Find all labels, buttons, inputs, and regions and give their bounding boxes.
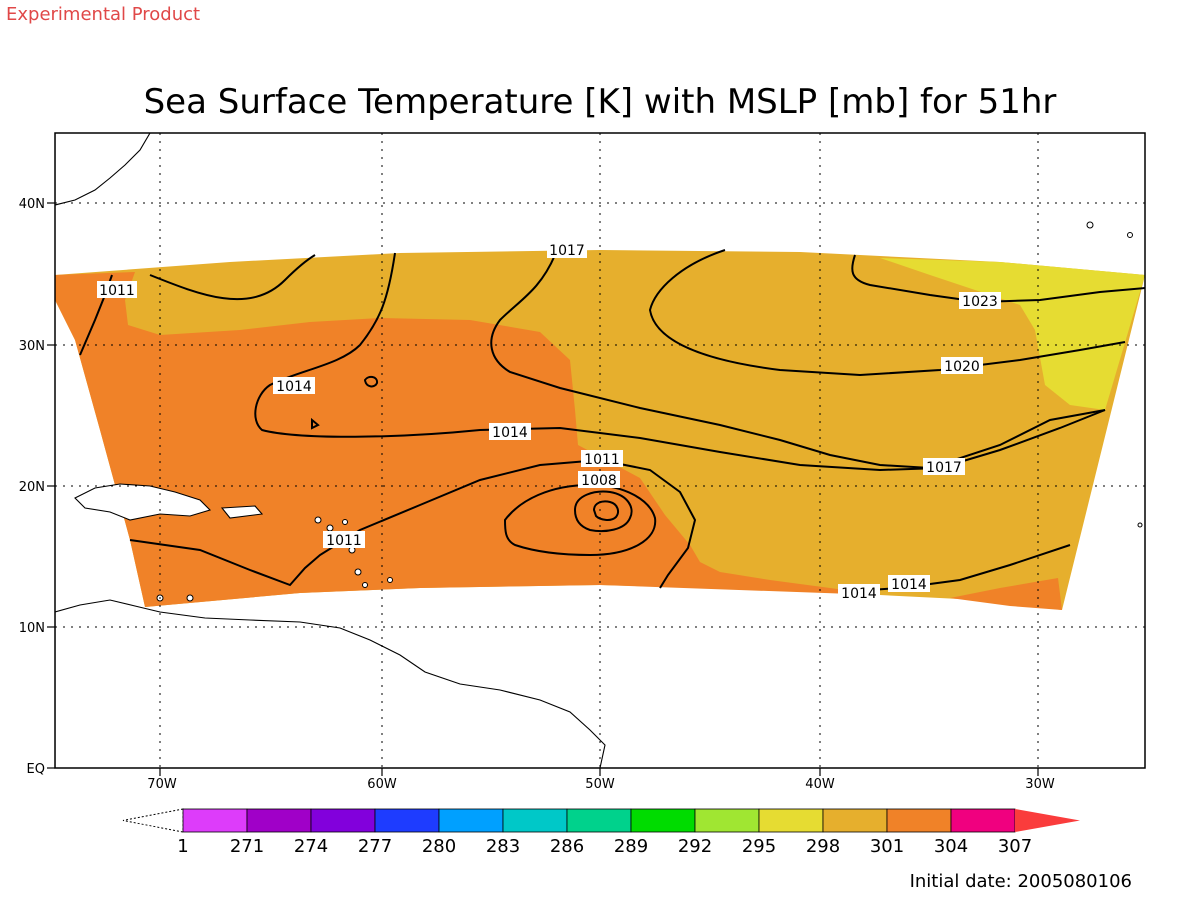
colorbar-over-arrow	[1015, 809, 1080, 832]
initial-date: Initial date: 2005080106	[910, 871, 1132, 892]
lat-label: 30N	[19, 339, 45, 354]
colorbar-tick-label: 304	[934, 836, 968, 857]
isobar-label: 1008	[581, 473, 617, 489]
colorbar-swatch	[822, 808, 888, 833]
isobar-label: 1011	[584, 452, 620, 468]
colorbar-swatch	[566, 808, 632, 833]
colorbar-swatch	[182, 808, 248, 833]
colorbar-tick-label: 1	[177, 836, 188, 857]
colorbar-swatch	[502, 808, 568, 833]
lon-label: 50W	[585, 777, 615, 792]
lon-label: 40W	[805, 777, 835, 792]
colorbar-swatch	[758, 808, 824, 833]
isobar-labels: 1011 1017 1023 1014 1020 1014 1011 1008 …	[97, 241, 1001, 602]
isobar-label: 1017	[926, 460, 962, 476]
product-label: Experimental Product	[6, 4, 200, 25]
colorbar-tick-label: 280	[422, 836, 456, 857]
sst-304-region	[55, 272, 880, 607]
colorbar-swatch	[374, 808, 440, 833]
isobar-1014-north	[254, 252, 1106, 472]
colorbar-swatch	[310, 808, 376, 833]
colorbar-tick-label: 277	[358, 836, 392, 857]
sst-298-region	[880, 258, 1145, 410]
lat-label: EQ	[27, 762, 45, 777]
map-panel	[55, 133, 1145, 768]
isobar-label: 1014	[276, 379, 312, 395]
isobar-label: 1017	[549, 243, 585, 259]
longitude-labels: 70W 60W 50W 40W 30W	[147, 777, 1055, 792]
colorbar-tick-label: 271	[230, 836, 264, 857]
colorbar: 1 271 274 277 280 283 286 289 292 295 298 301 304 307	[122, 808, 1080, 857]
isobar-label: 1014	[492, 425, 528, 441]
colorbar-tick-label: 301	[870, 836, 904, 857]
lat-label: 10N	[19, 621, 45, 636]
isobar-label: 1020	[944, 359, 980, 375]
isobar-label: 1014	[891, 577, 927, 593]
isobar-label: 1011	[326, 533, 362, 549]
colorbar-swatch	[886, 808, 952, 833]
colorbar-swatch	[630, 808, 696, 833]
colorbar-tick-label: 295	[742, 836, 776, 857]
isobar-1023	[851, 254, 1145, 304]
isobar-label: 1011	[99, 283, 135, 299]
mslp-isobars	[79, 249, 1145, 591]
latitude-labels: 40N 30N 20N 10N EQ	[19, 197, 45, 777]
north-america-coast	[55, 133, 151, 206]
isobar-label: 1023	[962, 294, 998, 310]
colorbar-tick-label: 307	[998, 836, 1032, 857]
isobar-1017-north	[149, 254, 316, 301]
south-america-coast	[55, 599, 606, 768]
sst-304-patch-se	[950, 578, 1062, 610]
axis-ticks	[47, 202, 1039, 776]
lon-label: 70W	[147, 777, 177, 792]
isobar-1014-west-cell	[311, 375, 379, 430]
isobar-1011-low	[129, 458, 697, 589]
map-title: Sea Surface Temperature [K] with MSLP [m…	[144, 82, 1057, 122]
isobar-label: 1014	[841, 586, 877, 602]
coastlines	[55, 133, 606, 768]
lat-label: 40N	[19, 197, 45, 212]
greater-antilles	[74, 483, 212, 521]
colorbar-tick-label: 283	[486, 836, 520, 857]
colorbar-swatch	[950, 808, 1016, 833]
isobar-1005	[573, 490, 633, 533]
colorbar-swatch	[246, 808, 312, 833]
isobar-1017-central	[490, 254, 1106, 470]
isobar-1020	[648, 249, 1126, 377]
colorbar-under-arrow	[122, 808, 184, 833]
colorbar-tick-label: 289	[614, 836, 648, 857]
lesser-antilles	[156, 221, 1143, 602]
lat-label: 20N	[19, 480, 45, 495]
colorbar-tick-label: 292	[678, 836, 712, 857]
colorbar-tick-label: 274	[294, 836, 328, 857]
puerto-rico	[220, 505, 264, 519]
colorbar-swatch	[438, 808, 504, 833]
colorbar-tick-label: 298	[806, 836, 840, 857]
colorbar-swatch	[694, 808, 760, 833]
isobar-1008	[503, 483, 657, 557]
colorbar-tick-label: 286	[550, 836, 584, 857]
isobar-1002	[592, 500, 619, 521]
lon-label: 30W	[1025, 777, 1055, 792]
lon-label: 60W	[367, 777, 397, 792]
